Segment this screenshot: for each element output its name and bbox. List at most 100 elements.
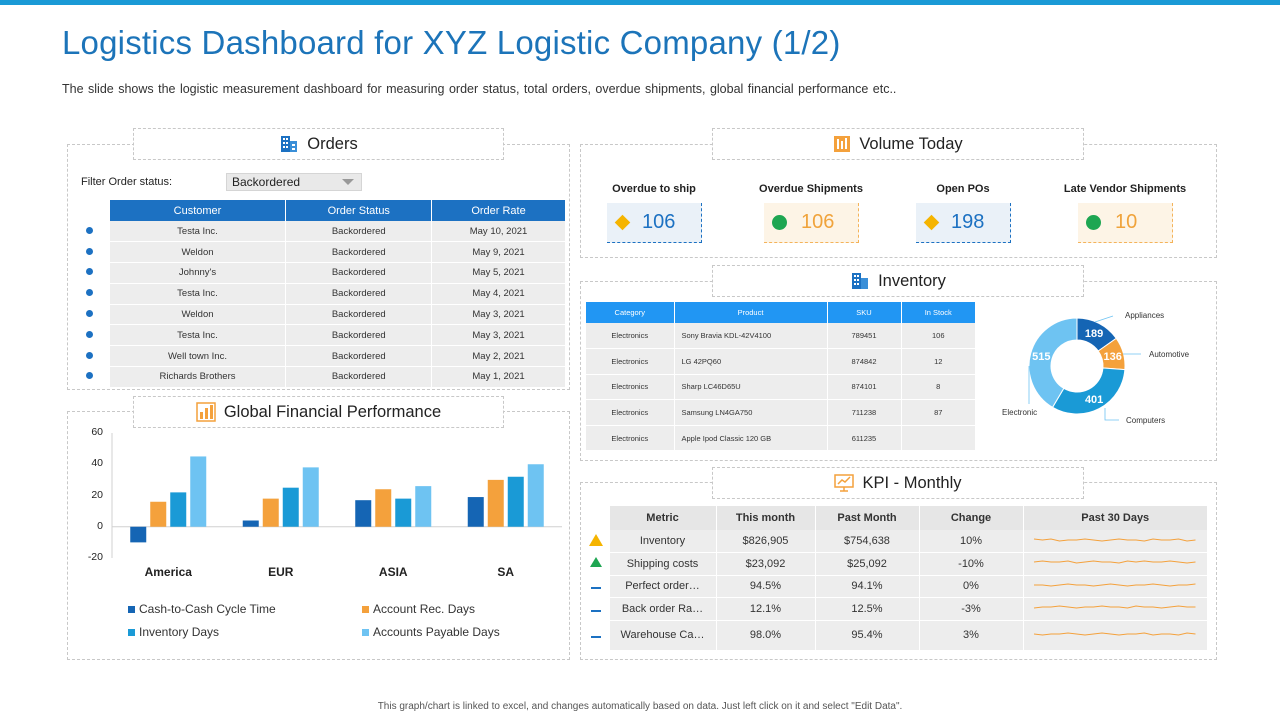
bar-asia-series-3 [415, 486, 432, 527]
orders-row[interactable]: Testa Inc. Backordered May 3, 2021 [71, 324, 565, 347]
orders-row-marker [71, 345, 110, 368]
dash-icon [591, 587, 602, 590]
donut-slice-electronic [1028, 317, 1078, 408]
kpi-cell-this-month: 98.0% [716, 620, 816, 651]
orders-col-rate: Order Rate [431, 200, 565, 221]
inventory-cell-instock: 106 [901, 323, 975, 350]
kpi-indicator [584, 575, 610, 598]
inventory-col-category: Category [586, 302, 675, 323]
sparkline-line [1034, 583, 1196, 587]
inventory-cell-category: Electronics [586, 348, 675, 375]
orders-cell-status: Backordered [285, 283, 433, 305]
inventory-cell-category: Electronics [586, 374, 675, 401]
x-category-label: ASIA [378, 565, 408, 579]
orders-row[interactable]: Testa Inc. Backordered May 4, 2021 [71, 283, 565, 305]
inventory-cell-sku: 874101 [827, 374, 902, 401]
inventory-cell-category: Electronics [586, 399, 675, 426]
donut-value-label: 515 [1032, 351, 1050, 363]
kpi-row[interactable]: Perfect order… 94.5% 94.1% 0% [584, 575, 1207, 598]
kpi-row[interactable]: Back order Ra… 12.1% 12.5% -3% [584, 597, 1207, 621]
orders-row-marker [71, 304, 110, 326]
kpi-col-this-month: This month [716, 506, 816, 530]
top-accent-bar [0, 0, 1280, 5]
x-category-label: America [144, 565, 192, 579]
orders-cell-customer: Weldon [109, 304, 287, 326]
orders-row-marker [71, 366, 110, 388]
volume-item-value: 106 [801, 211, 835, 233]
sparkline-line [1034, 537, 1196, 542]
bullet-dot-icon [86, 351, 94, 359]
kpi-row[interactable]: Inventory $826,905 $754,638 10% [584, 530, 1207, 553]
volume-item-label: Open POs [936, 183, 990, 195]
inventory-cell-instock: 8 [901, 374, 975, 401]
x-category-label: EUR [268, 565, 294, 579]
orders-header: Orders [133, 128, 504, 160]
orders-row[interactable]: Johnny's Backordered May 5, 2021 [71, 262, 565, 284]
bar-sa-series-3 [527, 464, 544, 527]
sparkline [1034, 560, 1196, 564]
orders-row-marker [71, 241, 110, 264]
bar-eur-series-3 [302, 467, 319, 527]
orders-row[interactable]: Well town Inc. Backordered May 2, 2021 [71, 345, 565, 368]
sparkline [1034, 537, 1196, 542]
building-icon [279, 134, 299, 154]
filter-order-status-select[interactable]: Backordered [226, 173, 362, 191]
diamond-icon [923, 214, 940, 231]
volume-item-label: Overdue Shipments [759, 183, 863, 195]
status-dot-icon [1086, 215, 1101, 230]
kpi-cell-past-month: $754,638 [815, 530, 920, 553]
orders-cell-customer: Weldon [109, 241, 287, 264]
orders-cell-rate: May 10, 2021 [431, 221, 565, 243]
kpi-cell-sparkline [1023, 530, 1207, 553]
dash-icon [591, 609, 602, 612]
kpi-cell-this-month: $23,092 [716, 552, 816, 576]
orders-row[interactable]: Weldon Backordered May 3, 2021 [71, 304, 565, 326]
building-icon [850, 271, 870, 291]
orders-row-marker [71, 324, 110, 347]
orders-cell-customer: Well town Inc. [109, 345, 287, 368]
inventory-row[interactable]: Electronics Apple Ipod Classic 120 GB 6112… [586, 425, 975, 452]
kpi-cell-past-month: 12.5% [815, 597, 920, 621]
inventory-cell-instock: 12 [901, 348, 975, 375]
orders-row[interactable]: Richards Brothers Backordered May 1, 2021 [71, 366, 565, 388]
legend-swatch [362, 628, 369, 636]
bar-america-series-2 [170, 492, 187, 527]
orders-cell-status: Backordered [285, 345, 433, 368]
kpi-header: KPI - Monthly [712, 467, 1084, 499]
orders-cell-rate: May 1, 2021 [431, 366, 565, 388]
kpi-indicator-header [584, 506, 610, 530]
orders-row[interactable]: Testa Inc. Backordered May 10, 2021 [71, 221, 565, 243]
kpi-cell-sparkline [1023, 620, 1207, 651]
legend-label: Accounts Payable Days [373, 625, 500, 639]
kpi-row[interactable]: Warehouse Ca… 98.0% 95.4% 3% [584, 620, 1207, 651]
donut-slice-computers [1051, 367, 1126, 415]
orders-cell-status: Backordered [285, 304, 433, 326]
legend-label: Account Rec. Days [373, 602, 476, 616]
inventory-row[interactable]: Electronics LG 42PQ60 874842 12 [586, 348, 975, 375]
inventory-cell-instock: 87 [901, 399, 975, 426]
y-tick-label: 60 [91, 426, 103, 438]
filter-order-status-label: Filter Order status: [81, 176, 173, 188]
kpi-row[interactable]: Shipping costs $23,092 $25,092 -10% [584, 552, 1207, 576]
inventory-row[interactable]: Electronics Sony Bravia KDL-42V4100 789451… [586, 323, 975, 350]
legend-label: Inventory Days [139, 625, 220, 639]
kpi-cell-metric: Perfect order… [609, 575, 717, 598]
inventory-row[interactable]: Electronics Sharp LC46D65U 874101 8 [586, 374, 975, 401]
sparkline-line [1034, 631, 1196, 636]
orders-cell-rate: May 9, 2021 [431, 241, 565, 264]
orders-row-marker [71, 262, 110, 284]
financial-header: Global Financial Performance [133, 396, 504, 428]
orders-title: Orders [307, 134, 358, 153]
orders-dot-header [71, 200, 110, 221]
orders-row[interactable]: Weldon Backordered May 9, 2021 [71, 241, 565, 264]
kpi-cell-metric: Back order Ra… [609, 597, 717, 621]
orders-col-status: Order Status [285, 200, 433, 221]
kpi-col-past-30-days: Past 30 Days [1023, 506, 1207, 530]
kpi-cell-past-month: 94.1% [815, 575, 920, 598]
kpi-cell-this-month: $826,905 [716, 530, 816, 553]
inventory-row[interactable]: Electronics Samsung LN4GA750 711238 87 [586, 399, 975, 426]
inventory-col-product: Product [674, 302, 828, 323]
volume-item-label: Late Vendor Shipments [1063, 183, 1187, 195]
kpi-indicator [584, 620, 610, 651]
presentation-icon [834, 473, 855, 493]
